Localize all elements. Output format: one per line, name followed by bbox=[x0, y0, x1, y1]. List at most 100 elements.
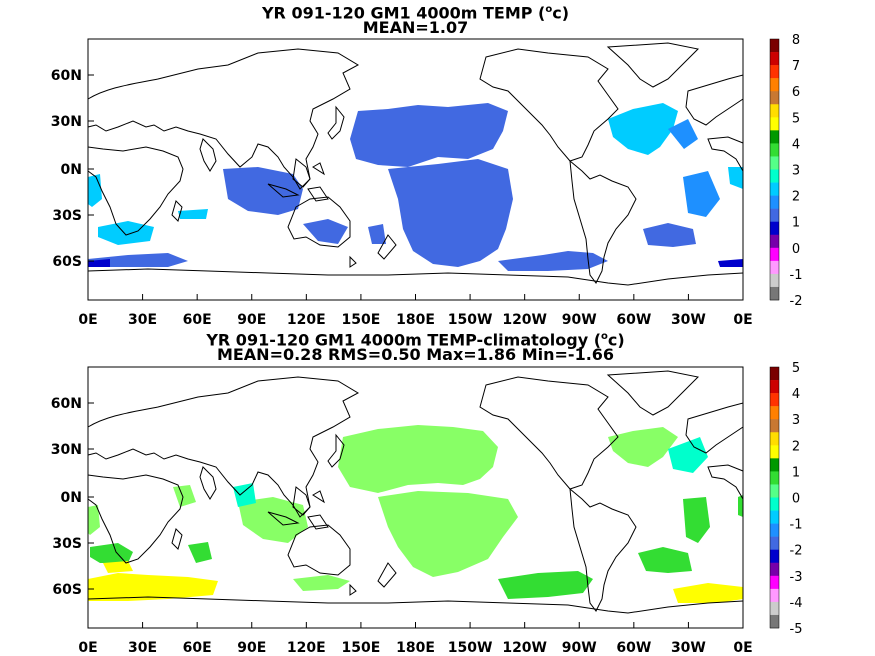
colorbar-label: 2 bbox=[792, 439, 800, 454]
lon-label: 0E bbox=[733, 640, 752, 656]
colorbar-swatch bbox=[770, 588, 779, 603]
bottom-panel-subtitle: MEAN=0.28 RMS=0.50 Max=1.86 Min=-1.66 bbox=[216, 345, 615, 364]
lon-label: 150E bbox=[342, 640, 381, 656]
lon-label: 180E bbox=[396, 640, 435, 656]
lon-label: 180E bbox=[396, 312, 435, 328]
lon-label: 150W bbox=[448, 640, 493, 656]
colorbar-swatch bbox=[770, 523, 779, 537]
lon-label: 30E bbox=[128, 640, 157, 656]
colorbar-swatch bbox=[770, 234, 779, 249]
bottom-field-green bbox=[90, 495, 743, 599]
colorbar-label: -3 bbox=[790, 570, 803, 585]
colorbar-swatch bbox=[770, 182, 779, 196]
colorbar-swatch bbox=[770, 208, 779, 222]
lat-label: 0N bbox=[61, 490, 82, 506]
colorbar-swatch bbox=[770, 614, 779, 629]
colorbar-swatch bbox=[770, 260, 779, 275]
lon-label: 150E bbox=[342, 312, 381, 328]
colorbar-label: 5 bbox=[792, 361, 800, 376]
colorbar-label: 4 bbox=[792, 387, 800, 402]
lon-label: 60W bbox=[616, 312, 651, 328]
lat-label: 30S bbox=[52, 536, 82, 552]
colorbar-label: -2 bbox=[790, 294, 803, 309]
colorbar-label: 0 bbox=[792, 242, 800, 257]
colorbar-swatch bbox=[770, 52, 779, 66]
lat-label: 60S bbox=[52, 254, 82, 270]
colorbar-frame bbox=[769, 38, 780, 301]
lon-label: 90E bbox=[237, 640, 266, 656]
colorbar-swatch bbox=[770, 406, 779, 420]
lon-label: 60E bbox=[183, 312, 212, 328]
lat-label: 30N bbox=[51, 442, 82, 458]
lat-label: 30S bbox=[52, 208, 82, 224]
lon-label: 120E bbox=[287, 312, 326, 328]
colorbar-swatch bbox=[770, 78, 779, 92]
colorbar-swatch bbox=[770, 601, 779, 616]
lon-label: 60E bbox=[183, 640, 212, 656]
colorbar-label: 4 bbox=[792, 137, 800, 152]
lon-label: 120W bbox=[502, 640, 547, 656]
lon-label: 0E bbox=[733, 312, 752, 328]
colorbar-swatch bbox=[770, 156, 779, 170]
colorbar-label: 1 bbox=[792, 216, 800, 231]
colorbar-swatch bbox=[770, 575, 779, 590]
colorbar-swatch bbox=[770, 510, 779, 524]
lat-label: 0N bbox=[61, 162, 82, 178]
colorbar-swatch bbox=[770, 367, 779, 381]
colorbar-label: 7 bbox=[792, 59, 800, 74]
top-panel-subtitle: MEAN=1.07 bbox=[362, 18, 469, 37]
bottom-field-yellow bbox=[88, 561, 743, 603]
lon-label: 30E bbox=[128, 312, 157, 328]
top-map-panel bbox=[87, 38, 744, 301]
colorbar-swatch bbox=[770, 458, 779, 472]
colorbar-swatch bbox=[770, 221, 779, 236]
lon-label: 30W bbox=[671, 312, 706, 328]
lon-label: 0E bbox=[78, 312, 97, 328]
lat-label: 60S bbox=[52, 582, 82, 598]
colorbar-swatch bbox=[770, 419, 779, 433]
lon-label: 0E bbox=[78, 640, 97, 656]
lon-label: 30W bbox=[671, 640, 706, 656]
colorbar-label: 3 bbox=[792, 164, 800, 179]
colorbar-label: 2 bbox=[792, 190, 800, 205]
bottom-panel-title: YR 091-120 GM1 4000m TEMP-climatology (o… bbox=[206, 330, 625, 350]
colorbar-label: -5 bbox=[790, 622, 803, 637]
colorbar-label: -1 bbox=[790, 518, 803, 533]
colorbar-label: 5 bbox=[792, 111, 800, 126]
lon-label: 120E bbox=[287, 640, 326, 656]
colorbar-swatch bbox=[770, 432, 779, 446]
lon-label: 120W bbox=[502, 312, 547, 328]
colorbar-swatch bbox=[770, 497, 779, 511]
bottom-map-panel bbox=[87, 366, 744, 629]
colorbar-swatch bbox=[770, 471, 779, 485]
colorbar-swatch bbox=[770, 65, 779, 79]
colorbar-swatch bbox=[770, 393, 779, 407]
top-field-blue-pacific bbox=[88, 103, 696, 271]
colorbar-label: 6 bbox=[792, 85, 800, 100]
colorbar-label: 3 bbox=[792, 413, 800, 428]
colorbar-swatch bbox=[770, 247, 779, 262]
lon-label: 90W bbox=[562, 640, 597, 656]
lon-label: 90W bbox=[562, 312, 597, 328]
colorbar-swatch bbox=[770, 549, 779, 564]
colorbar-label: -1 bbox=[790, 268, 803, 283]
colorbar-swatch bbox=[770, 104, 779, 118]
lat-label: 60N bbox=[51, 396, 82, 412]
colorbar-swatch bbox=[770, 536, 779, 550]
colorbar-label: 0 bbox=[792, 492, 800, 507]
lon-label: 90E bbox=[237, 312, 266, 328]
colorbar-swatch bbox=[770, 286, 779, 301]
top-field-light-blue bbox=[88, 103, 743, 245]
colorbar-label: -2 bbox=[790, 544, 803, 559]
colorbar-swatch bbox=[770, 117, 779, 131]
bottom-field-light-green bbox=[88, 425, 708, 591]
colorbar-swatch bbox=[770, 130, 779, 144]
top-field-dark-blue bbox=[88, 259, 743, 267]
lat-label: 30N bbox=[51, 114, 82, 130]
lon-label: 150W bbox=[448, 312, 493, 328]
colorbar-swatch bbox=[770, 143, 779, 157]
colorbar-swatch bbox=[770, 195, 779, 209]
colorbar-swatch bbox=[770, 39, 779, 53]
colorbar-swatch bbox=[770, 169, 779, 183]
